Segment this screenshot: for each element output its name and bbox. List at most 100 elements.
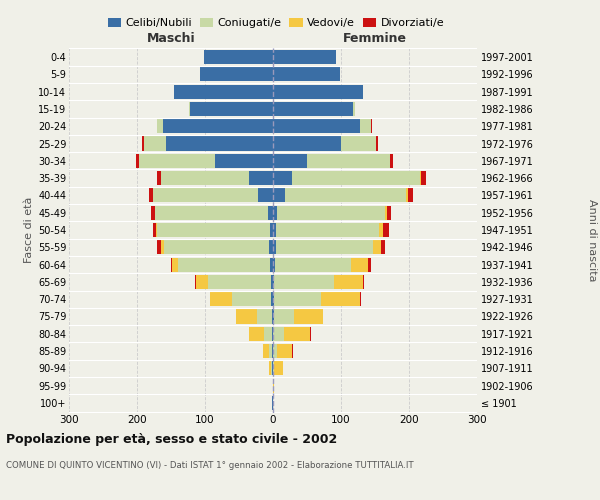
Bar — [272, 310, 273, 324]
Bar — [273, 119, 360, 134]
Bar — [371, 119, 372, 134]
Bar — [273, 240, 277, 254]
Bar — [273, 310, 274, 324]
Bar — [360, 292, 361, 306]
Bar — [341, 136, 376, 150]
Bar — [188, 102, 190, 116]
Bar — [157, 119, 163, 134]
Bar — [368, 258, 371, 272]
Bar — [274, 310, 294, 324]
Bar — [200, 67, 273, 82]
Bar — [211, 292, 232, 306]
Bar — [272, 396, 273, 410]
Bar — [268, 206, 273, 220]
Bar — [334, 275, 363, 289]
Text: Maschi: Maschi — [146, 32, 196, 45]
Bar — [390, 154, 394, 168]
Bar — [273, 67, 340, 82]
Bar — [163, 119, 273, 134]
Bar — [157, 223, 269, 237]
Bar — [249, 171, 273, 185]
Bar — [407, 188, 413, 202]
Bar — [294, 310, 323, 324]
Bar — [273, 102, 353, 116]
Bar — [273, 292, 274, 306]
Bar — [387, 206, 391, 220]
Bar — [269, 344, 272, 358]
Bar — [263, 344, 269, 358]
Bar — [273, 362, 274, 376]
Bar — [277, 206, 385, 220]
Bar — [270, 258, 273, 272]
Bar — [273, 344, 277, 358]
Bar — [272, 344, 273, 358]
Bar — [273, 188, 285, 202]
Bar — [271, 362, 272, 376]
Bar — [273, 84, 363, 98]
Bar — [215, 154, 273, 168]
Bar — [172, 258, 178, 272]
Bar — [274, 362, 283, 376]
Bar — [272, 326, 273, 341]
Text: Femmine: Femmine — [343, 32, 407, 45]
Bar — [171, 258, 172, 272]
Bar — [273, 258, 275, 272]
Bar — [142, 136, 144, 150]
Bar — [277, 240, 373, 254]
Bar — [273, 378, 274, 393]
Text: COMUNE DI QUINTO VICENTINO (VI) - Dati ISTAT 1° gennaio 2002 - Elaborazione TUTT: COMUNE DI QUINTO VICENTINO (VI) - Dati I… — [6, 461, 413, 470]
Bar — [157, 171, 161, 185]
Bar — [273, 136, 341, 150]
Bar — [353, 102, 355, 116]
Bar — [385, 206, 387, 220]
Bar — [161, 171, 249, 185]
Bar — [421, 171, 426, 185]
Bar — [406, 188, 407, 202]
Bar — [152, 188, 258, 202]
Bar — [175, 84, 273, 98]
Bar — [157, 240, 161, 254]
Bar — [152, 223, 156, 237]
Y-axis label: Fasce di età: Fasce di età — [23, 197, 34, 263]
Bar — [249, 326, 264, 341]
Bar — [383, 223, 389, 237]
Bar — [420, 171, 421, 185]
Bar — [264, 326, 272, 341]
Bar — [307, 154, 390, 168]
Bar — [351, 258, 368, 272]
Bar — [208, 275, 271, 289]
Bar — [320, 292, 360, 306]
Bar — [276, 223, 379, 237]
Bar — [178, 258, 270, 272]
Bar — [271, 275, 273, 289]
Bar — [373, 240, 381, 254]
Bar — [273, 154, 307, 168]
Bar — [273, 171, 292, 185]
Bar — [284, 326, 310, 341]
Bar — [269, 223, 273, 237]
Bar — [190, 102, 273, 116]
Bar — [164, 240, 269, 254]
Bar — [155, 206, 268, 220]
Bar — [292, 344, 293, 358]
Bar — [310, 326, 311, 341]
Bar — [285, 188, 406, 202]
Bar — [272, 362, 273, 376]
Bar — [273, 206, 277, 220]
Legend: Celibi/Nubili, Coniugati/e, Vedovi/e, Divorziati/e: Celibi/Nubili, Coniugati/e, Vedovi/e, Di… — [103, 13, 449, 32]
Text: Anni di nascita: Anni di nascita — [587, 198, 597, 281]
Bar — [274, 292, 320, 306]
Bar — [269, 362, 271, 376]
Bar — [151, 206, 155, 220]
Bar — [363, 275, 364, 289]
Bar — [273, 326, 284, 341]
Bar — [273, 275, 274, 289]
Bar — [292, 171, 420, 185]
Bar — [232, 292, 271, 306]
Bar — [269, 240, 273, 254]
Bar — [236, 310, 257, 324]
Bar — [273, 223, 276, 237]
Bar — [257, 310, 272, 324]
Bar — [360, 119, 371, 134]
Bar — [379, 223, 383, 237]
